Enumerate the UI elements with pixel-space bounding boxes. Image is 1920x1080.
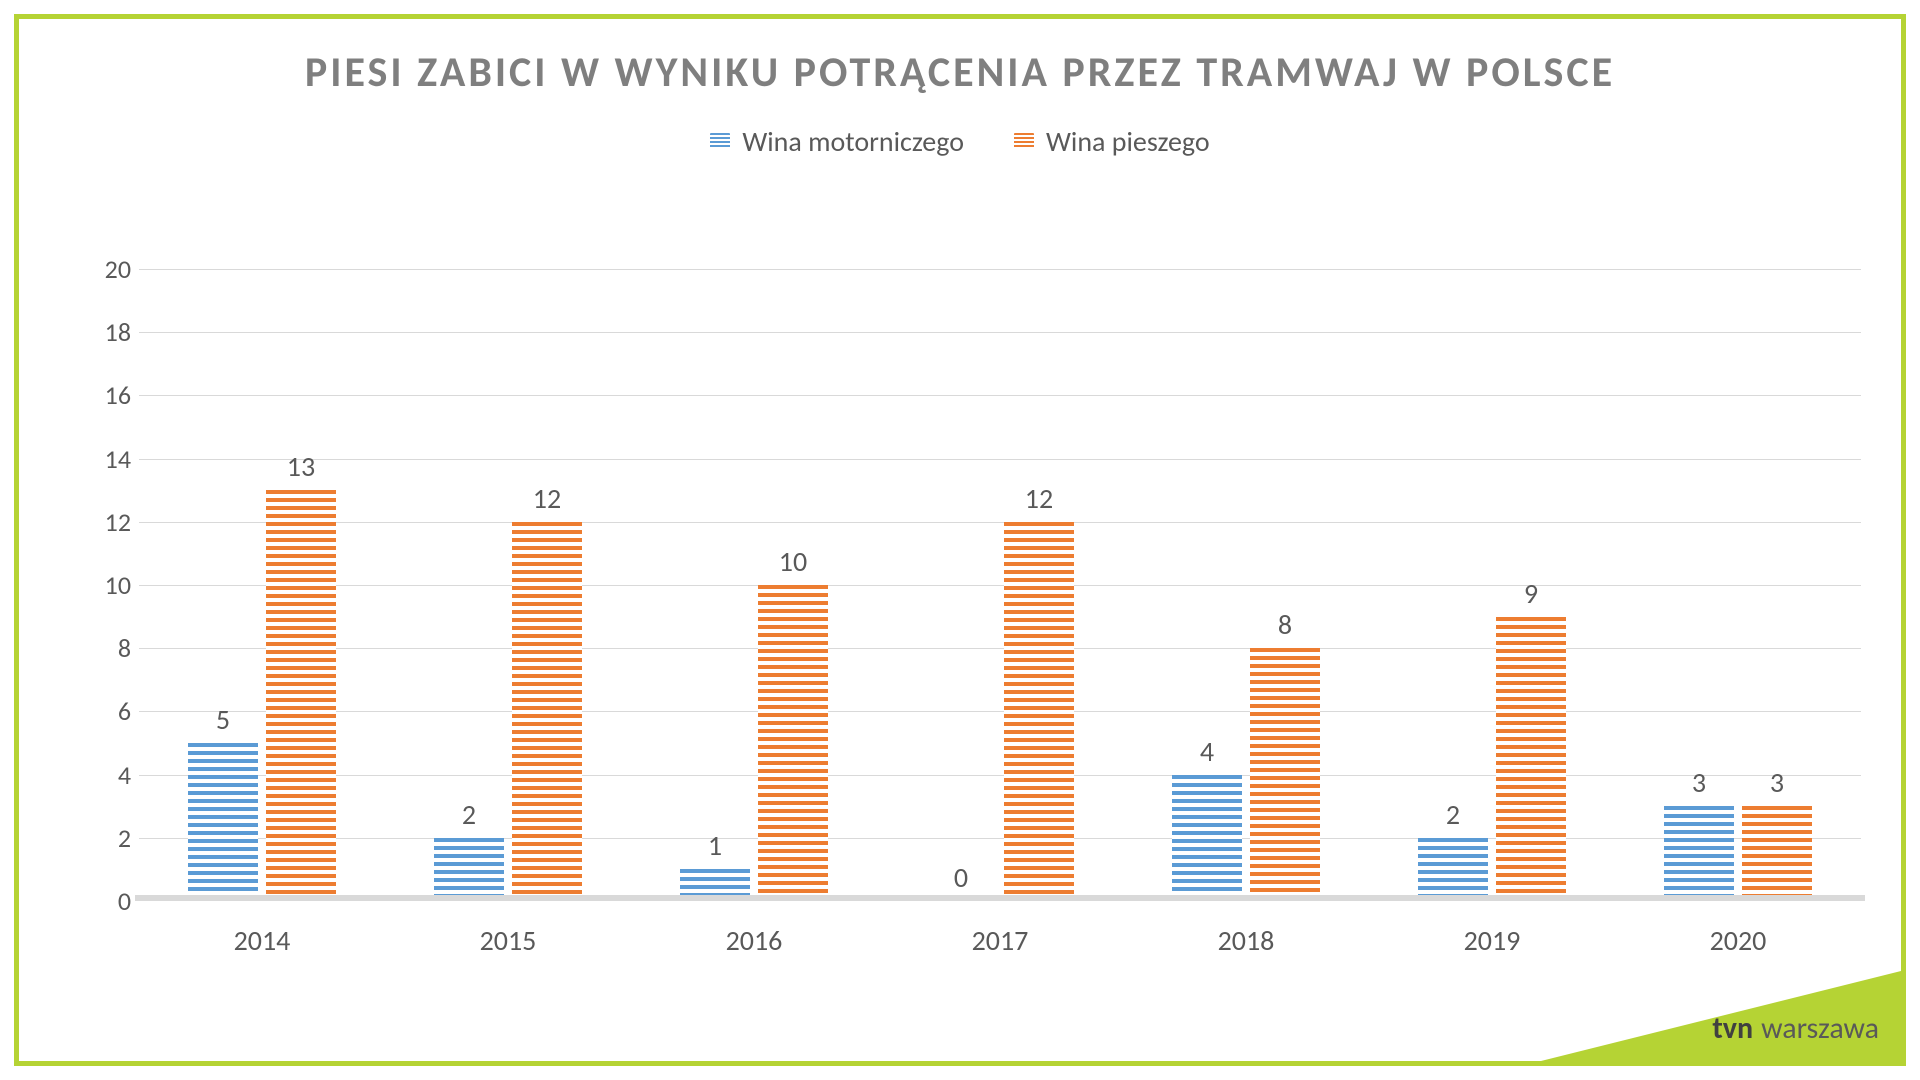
bar-blue: 2 [434,838,504,901]
legend-item-series-2: Wina pieszego [1014,124,1210,159]
legend-swatch-orange [1014,133,1034,149]
y-tick-label: 2 [118,822,131,854]
chart-frame: PIESI ZABICI W WYNIKU POTRĄCENIA PRZEZ T… [14,14,1906,1066]
bar-value-label: 2 [1446,797,1460,832]
gridline [139,648,1861,649]
bar-value-label: 12 [1025,481,1053,516]
gridline [139,395,1861,396]
brand-logo: tvn warszawa [1712,1010,1879,1047]
y-tick-label: 16 [105,379,131,411]
y-tick-label: 8 [118,632,131,664]
bar-value-label: 12 [533,481,561,516]
y-tick-label: 4 [118,759,131,791]
gridline [139,522,1861,523]
bar-value-label: 0 [954,860,968,895]
x-tick-label: 2017 [877,911,1123,951]
x-tick-label: 2015 [385,911,631,951]
bar-value-label: 5 [216,702,230,737]
bar-orange: 12 [512,522,582,901]
bar-blue: 3 [1664,806,1734,901]
plot: 513212110012482933 [139,269,1861,901]
bar-blue: 5 [188,743,258,901]
gridline [139,269,1861,270]
chart-title: PIESI ZABICI W WYNIKU POTRĄCENIA PRZEZ T… [19,19,1901,100]
bar-orange: 12 [1004,522,1074,901]
legend-label-series-2: Wina pieszego [1046,124,1210,159]
x-tick-label: 2018 [1123,911,1369,951]
y-axis: 02468101214161820 [79,269,139,901]
bar-value-label: 10 [779,544,807,579]
brand-corner: tvn warszawa [1541,971,1901,1061]
bar-value-label: 9 [1524,576,1538,611]
bar-value-label: 8 [1278,607,1292,642]
y-tick-label: 0 [118,885,131,917]
bar-orange: 8 [1250,648,1320,901]
legend-label-series-1: Wina motorniczego [742,124,964,159]
bar-value-label: 1 [708,828,722,863]
y-tick-label: 14 [105,443,131,475]
y-tick-label: 18 [105,316,131,348]
gridline [139,711,1861,712]
x-tick-label: 2014 [139,911,385,951]
chart-legend: Wina motorniczego Wina pieszego [19,124,1901,159]
x-tick-label: 2020 [1615,911,1861,951]
gridline [139,459,1861,460]
bar-value-label: 3 [1770,765,1784,800]
gridline [139,585,1861,586]
x-tick-label: 2019 [1369,911,1615,951]
bar-blue: 2 [1418,838,1488,901]
bar-orange: 3 [1742,806,1812,901]
legend-swatch-blue [710,133,730,149]
y-tick-label: 12 [105,506,131,538]
bar-value-label: 4 [1200,734,1214,769]
brand-logo-secondary: warszawa [1761,1010,1879,1047]
bar-value-label: 3 [1692,765,1706,800]
x-tick-label: 2016 [631,911,877,951]
brand-logo-primary: tvn [1712,1010,1753,1047]
bar-value-label: 2 [462,797,476,832]
x-axis-labels: 2014201520162017201820192020 [139,911,1861,951]
y-tick-label: 10 [105,569,131,601]
y-tick-label: 6 [118,695,131,727]
y-tick-label: 20 [105,253,131,285]
x-axis-baseline [135,895,1865,901]
plot-area: 02468101214161820 513212110012482933 201… [79,269,1861,941]
gridline [139,332,1861,333]
bar-blue: 4 [1172,775,1242,901]
gridline [139,775,1861,776]
bar-value-label: 13 [287,449,315,484]
bar-orange: 13 [266,490,336,901]
legend-item-series-1: Wina motorniczego [710,124,964,159]
bar-orange: 9 [1496,617,1566,901]
bar-orange: 10 [758,585,828,901]
gridline [139,838,1861,839]
